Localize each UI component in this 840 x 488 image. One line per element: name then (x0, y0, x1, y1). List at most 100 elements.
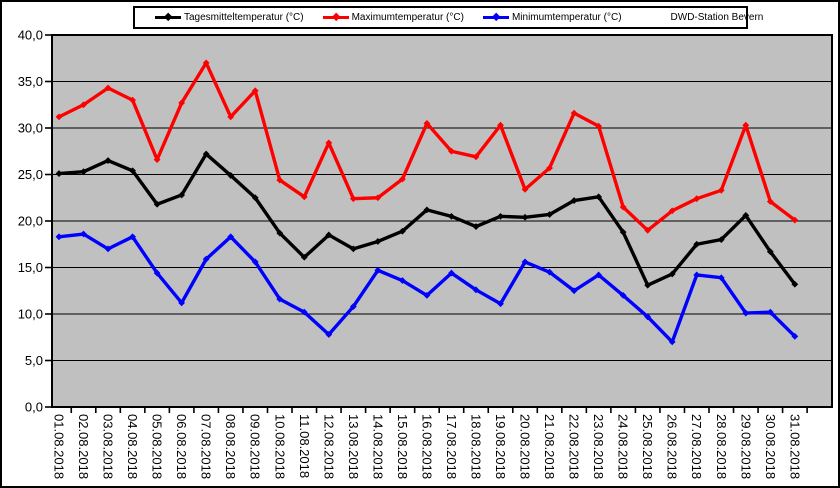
data-point-marker-minimum (472, 286, 480, 294)
data-point-marker-maximum (546, 164, 553, 172)
data-point-marker-tagesmittel (129, 167, 136, 175)
x-axis-label: 15.08.2018 (395, 414, 410, 479)
data-point-marker-maximum (668, 207, 676, 215)
data-point-marker-minimum (129, 233, 136, 241)
x-axis-label: 01.08.2018 (52, 414, 67, 479)
legend-diamond-marker-black (163, 12, 173, 22)
data-point-marker-minimum (644, 313, 652, 321)
data-point-marker-maximum (791, 216, 799, 224)
x-axis-label: 07.08.2018 (199, 414, 214, 479)
x-axis-label: 02.08.2018 (76, 414, 91, 479)
y-axis-label: 20,0 (18, 214, 43, 229)
data-point-marker-tagesmittel (349, 245, 357, 253)
data-point-marker-tagesmittel (521, 213, 529, 221)
legend-item-minimumtemperatur: Minimumtemperatur (°C) (482, 12, 622, 23)
data-point-marker-minimum (619, 292, 627, 299)
x-axis-label: 12.08.2018 (321, 414, 336, 479)
x-axis-label: 05.08.2018 (150, 414, 165, 479)
data-point-marker-tagesmittel (742, 212, 750, 219)
legend-item-tagesmitteltemperatur: Tagesmitteltemperatur (°C) (155, 12, 304, 23)
data-point-marker-tagesmittel (595, 193, 603, 201)
data-point-marker-tagesmittel (300, 253, 308, 261)
data-point-marker-maximum (55, 113, 63, 121)
x-axis-label: 19.08.2018 (493, 414, 508, 479)
y-axis-label: 0,0 (25, 400, 43, 415)
data-point-marker-minimum (55, 233, 63, 241)
data-point-marker-minimum (570, 287, 578, 295)
data-point-marker-minimum (104, 245, 112, 253)
y-axis-label: 25,0 (18, 167, 43, 182)
data-point-marker-minimum (349, 303, 357, 310)
data-point-marker-tagesmittel (80, 168, 87, 176)
data-point-marker-tagesmittel (276, 229, 284, 237)
y-axis-label: 10,0 (18, 307, 43, 322)
plot-frame (51, 34, 833, 408)
y-axis-label: 5,0 (25, 353, 43, 368)
x-axis-label: 25.08.2018 (640, 414, 655, 479)
data-point-marker-tagesmittel (668, 270, 676, 278)
data-point-marker-minimum (497, 300, 504, 308)
legend-line-swatch-red (322, 12, 349, 22)
x-axis-label: 14.08.2018 (370, 414, 385, 479)
data-point-marker-tagesmittel (423, 206, 431, 214)
data-point-marker-maximum (619, 203, 627, 211)
x-axis-label: 24.08.2018 (616, 414, 631, 479)
data-point-marker-minimum (153, 269, 161, 277)
data-point-marker-minimum (668, 338, 676, 346)
x-axis-label: 16.08.2018 (419, 414, 434, 479)
data-point-marker-maximum (423, 119, 431, 127)
legend-item-maximumtemperatur: Maximumtemperatur (°C) (322, 12, 464, 23)
data-point-marker-maximum (178, 99, 186, 107)
data-point-marker-maximum (570, 109, 578, 117)
x-axis-label: 18.08.2018 (468, 414, 483, 479)
data-point-marker-maximum (227, 113, 235, 121)
data-point-marker-minimum (325, 331, 333, 338)
data-point-marker-maximum (104, 84, 112, 92)
data-point-marker-tagesmittel (619, 228, 627, 236)
legend-label-maximumtemperatur: Maximumtemperatur (°C) (351, 12, 464, 23)
data-point-marker-tagesmittel (546, 211, 553, 218)
data-point-marker-tagesmittel (227, 172, 235, 179)
legend-diamond-marker-red (331, 12, 341, 22)
data-point-marker-maximum (693, 195, 701, 203)
data-point-marker-tagesmittel (202, 150, 210, 158)
x-axis-label: 21.08.2018 (542, 414, 557, 479)
data-point-marker-minimum (693, 271, 701, 279)
data-point-marker-tagesmittel (104, 157, 112, 164)
data-point-marker-minimum (80, 230, 87, 238)
data-point-marker-minimum (595, 271, 603, 279)
data-point-marker-minimum (178, 299, 186, 307)
x-axis-label: 29.08.2018 (738, 414, 753, 479)
data-point-marker-maximum (251, 87, 259, 95)
x-axis-label: 26.08.2018 (665, 414, 680, 479)
y-axis-label: 30,0 (18, 121, 43, 136)
x-axis-label: 13.08.2018 (346, 414, 361, 479)
data-point-marker-minimum (300, 308, 308, 316)
data-point-marker-minimum (374, 266, 382, 274)
data-point-marker-minimum (717, 274, 725, 282)
data-point-marker-tagesmittel (570, 197, 578, 204)
data-point-marker-maximum (300, 193, 308, 201)
data-point-marker-maximum (717, 186, 725, 194)
data-point-marker-tagesmittel (717, 236, 725, 243)
y-axis-label: 35,0 (18, 74, 43, 89)
data-point-marker-maximum (497, 121, 504, 129)
data-point-marker-minimum (202, 255, 210, 263)
data-point-marker-tagesmittel (472, 223, 480, 230)
data-point-marker-tagesmittel (55, 170, 63, 177)
data-point-marker-maximum (374, 194, 382, 202)
data-point-marker-maximum (644, 226, 652, 234)
data-point-marker-tagesmittel (644, 281, 652, 289)
data-point-marker-tagesmittel (693, 240, 701, 248)
x-axis-label: 03.08.2018 (101, 414, 116, 479)
x-axis-label: 30.08.2018 (763, 414, 778, 479)
data-point-marker-minimum (742, 309, 750, 317)
x-axis-label: 09.08.2018 (248, 414, 263, 479)
data-point-marker-maximum (448, 147, 455, 155)
station-label: DWD-Station Bevern (670, 12, 764, 23)
x-axis-label: 04.08.2018 (125, 414, 140, 479)
data-point-marker-minimum (276, 295, 284, 303)
y-axis-label: 15,0 (18, 260, 43, 275)
data-point-marker-maximum (153, 156, 161, 164)
